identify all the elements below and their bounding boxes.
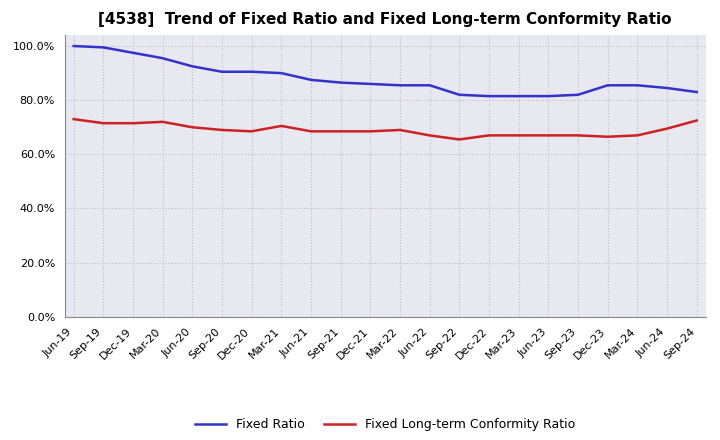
Fixed Long-term Conformity Ratio [514,133,523,138]
Fixed Long-term Conformity Ratio [307,128,315,134]
Fixed Long-term Conformity Ratio [217,127,226,132]
Fixed Ratio [396,83,405,88]
Fixed Long-term Conformity Ratio [336,128,345,134]
Fixed Ratio [693,89,701,95]
Fixed Long-term Conformity Ratio [129,121,138,126]
Fixed Ratio [455,92,464,97]
Fixed Long-term Conformity Ratio [277,123,286,128]
Fixed Ratio [574,92,582,97]
Fixed Long-term Conformity Ratio [396,127,405,132]
Fixed Long-term Conformity Ratio [426,133,434,138]
Line: Fixed Ratio: Fixed Ratio [73,46,697,96]
Fixed Ratio [603,83,612,88]
Fixed Long-term Conformity Ratio [455,137,464,142]
Fixed Ratio [248,69,256,74]
Fixed Ratio [307,77,315,83]
Fixed Ratio [485,93,493,99]
Title: [4538]  Trend of Fixed Ratio and Fixed Long-term Conformity Ratio: [4538] Trend of Fixed Ratio and Fixed Lo… [99,12,672,27]
Fixed Long-term Conformity Ratio [248,128,256,134]
Fixed Long-term Conformity Ratio [693,118,701,123]
Fixed Long-term Conformity Ratio [662,126,671,131]
Legend: Fixed Ratio, Fixed Long-term Conformity Ratio: Fixed Ratio, Fixed Long-term Conformity … [190,413,580,436]
Fixed Ratio [158,55,167,61]
Fixed Ratio [277,70,286,76]
Fixed Long-term Conformity Ratio [544,133,553,138]
Fixed Long-term Conformity Ratio [603,134,612,139]
Fixed Ratio [544,93,553,99]
Fixed Ratio [662,85,671,91]
Fixed Long-term Conformity Ratio [485,133,493,138]
Fixed Long-term Conformity Ratio [188,125,197,130]
Fixed Ratio [426,83,434,88]
Fixed Long-term Conformity Ratio [69,117,78,122]
Line: Fixed Long-term Conformity Ratio: Fixed Long-term Conformity Ratio [73,119,697,139]
Fixed Long-term Conformity Ratio [366,128,374,134]
Fixed Ratio [336,80,345,85]
Fixed Ratio [366,81,374,87]
Fixed Ratio [514,93,523,99]
Fixed Long-term Conformity Ratio [633,133,642,138]
Fixed Ratio [633,83,642,88]
Fixed Ratio [129,50,138,55]
Fixed Ratio [99,45,108,50]
Fixed Long-term Conformity Ratio [574,133,582,138]
Fixed Ratio [188,64,197,69]
Fixed Ratio [217,69,226,74]
Fixed Long-term Conformity Ratio [99,121,108,126]
Fixed Long-term Conformity Ratio [158,119,167,125]
Fixed Ratio [69,44,78,49]
